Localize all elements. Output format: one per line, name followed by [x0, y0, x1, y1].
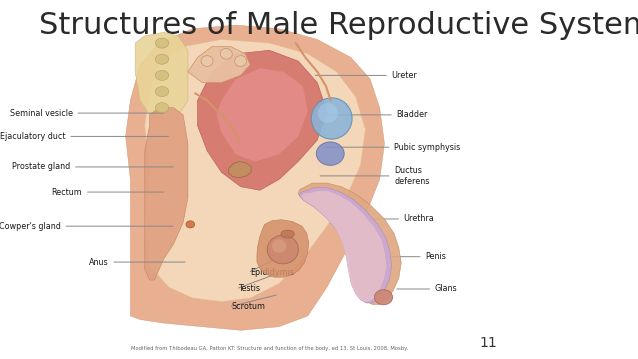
Polygon shape: [145, 108, 188, 280]
Text: Rectum: Rectum: [52, 187, 82, 197]
Text: Anus: Anus: [89, 257, 109, 267]
Text: Modified from Thibodeau GA, Patton KT: Structure and function of the body, ed 13: Modified from Thibodeau GA, Patton KT: S…: [131, 346, 408, 351]
Polygon shape: [135, 32, 188, 118]
Ellipse shape: [235, 56, 247, 66]
Polygon shape: [257, 220, 309, 277]
Polygon shape: [126, 25, 385, 330]
Text: Bladder: Bladder: [396, 110, 428, 120]
Polygon shape: [298, 183, 401, 304]
Text: Epididymis: Epididymis: [250, 268, 294, 278]
Polygon shape: [228, 162, 251, 178]
Text: Penis: Penis: [425, 252, 446, 261]
Text: Ureter: Ureter: [392, 71, 417, 80]
Polygon shape: [145, 39, 366, 302]
Ellipse shape: [281, 230, 294, 238]
Text: Urethra: Urethra: [404, 214, 434, 224]
Ellipse shape: [272, 239, 286, 253]
Text: Testis: Testis: [238, 284, 260, 294]
Ellipse shape: [220, 48, 232, 59]
Text: Ductus
deferens: Ductus deferens: [394, 166, 429, 186]
Ellipse shape: [316, 142, 344, 165]
Polygon shape: [299, 187, 392, 303]
Ellipse shape: [155, 70, 168, 80]
Ellipse shape: [201, 56, 213, 66]
Ellipse shape: [318, 103, 338, 123]
Text: Scrotum: Scrotum: [231, 302, 265, 312]
Polygon shape: [188, 47, 250, 83]
Polygon shape: [301, 191, 387, 302]
Ellipse shape: [267, 235, 299, 264]
Ellipse shape: [155, 103, 168, 113]
Ellipse shape: [311, 98, 352, 139]
Text: Glans: Glans: [434, 284, 457, 294]
Text: Seminal vesicle: Seminal vesicle: [10, 108, 73, 118]
Text: 11: 11: [479, 336, 497, 350]
Ellipse shape: [155, 87, 168, 97]
Polygon shape: [198, 50, 327, 190]
Text: Prostate gland: Prostate gland: [12, 162, 70, 172]
Ellipse shape: [375, 290, 392, 305]
Ellipse shape: [186, 221, 195, 228]
Ellipse shape: [155, 38, 168, 48]
Ellipse shape: [155, 54, 168, 64]
Text: Ejaculatory duct: Ejaculatory duct: [0, 132, 66, 141]
Text: Cowper's gland: Cowper's gland: [0, 222, 61, 231]
Text: Structures of Male Reproductive System: Structures of Male Reproductive System: [40, 11, 638, 40]
Text: Pubic symphysis: Pubic symphysis: [394, 143, 460, 152]
Polygon shape: [217, 68, 308, 162]
